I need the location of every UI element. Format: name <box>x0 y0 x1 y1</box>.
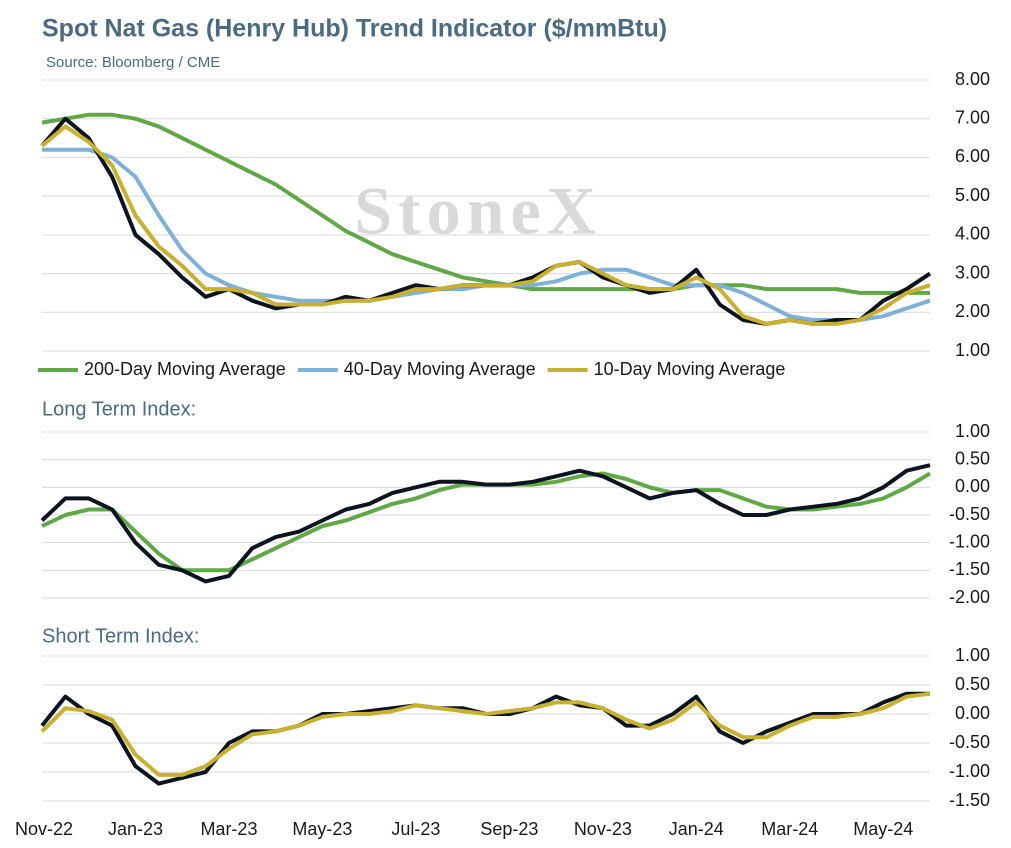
y-tick-label: 5.00 <box>955 185 990 205</box>
legend-label: 10-Day Moving Average <box>594 359 786 379</box>
legend-label: 40-Day Moving Average <box>344 359 536 379</box>
y-tick-label: 2.00 <box>955 301 990 321</box>
line <box>40 691 931 777</box>
panel-title: Short Term Index: <box>42 625 199 647</box>
y-tick-label: -1.50 <box>949 790 990 810</box>
x-tick-label: Nov-22 <box>15 819 73 839</box>
y-tick-label: 6.00 <box>955 146 990 166</box>
x-tick-label: Jul-23 <box>391 819 440 839</box>
y-tick-label: -1.00 <box>949 531 990 551</box>
y-tick-label: 8.00 <box>955 69 990 89</box>
y-tick-label: -2.00 <box>949 587 990 607</box>
x-tick-label: Mar-23 <box>200 819 257 839</box>
y-tick-label: 0.50 <box>955 448 990 468</box>
line <box>40 463 931 584</box>
line <box>40 124 931 326</box>
y-tick-label: -0.50 <box>949 732 990 752</box>
line <box>41 471 932 573</box>
chart-title: Spot Nat Gas (Henry Hub) Trend Indicator… <box>42 15 667 43</box>
watermark: StoneX <box>354 173 602 249</box>
y-tick-label: 3.00 <box>955 262 990 282</box>
y-tick-label: 1.00 <box>955 421 990 441</box>
y-tick-label: -1.00 <box>949 761 990 781</box>
x-tick-label: Jan-23 <box>108 819 163 839</box>
x-tick-label: Jan-24 <box>669 819 724 839</box>
x-tick-label: Mar-24 <box>761 819 818 839</box>
line <box>41 112 930 295</box>
y-tick-label: 0.50 <box>955 674 990 694</box>
y-tick-label: 0.00 <box>955 476 990 496</box>
legend-label: 200-Day Moving Average <box>84 359 286 379</box>
x-tick-label: May-23 <box>292 819 352 839</box>
y-tick-label: 0.00 <box>955 703 990 723</box>
x-tick-label: May-24 <box>853 819 913 839</box>
y-tick-label: 4.00 <box>955 224 990 244</box>
y-tick-label: 1.00 <box>955 645 990 665</box>
y-tick-label: 1.00 <box>955 340 990 360</box>
chart-subtitle: Source: Bloomberg / CME <box>46 54 220 71</box>
y-tick-label: 7.00 <box>955 107 990 127</box>
y-tick-label: -0.50 <box>949 504 990 524</box>
line <box>40 691 930 786</box>
panel-title: Long Term Index: <box>42 398 196 420</box>
x-tick-label: Sep-23 <box>480 819 538 839</box>
y-tick-label: -1.50 <box>949 559 990 579</box>
x-tick-label: Nov-23 <box>574 819 632 839</box>
